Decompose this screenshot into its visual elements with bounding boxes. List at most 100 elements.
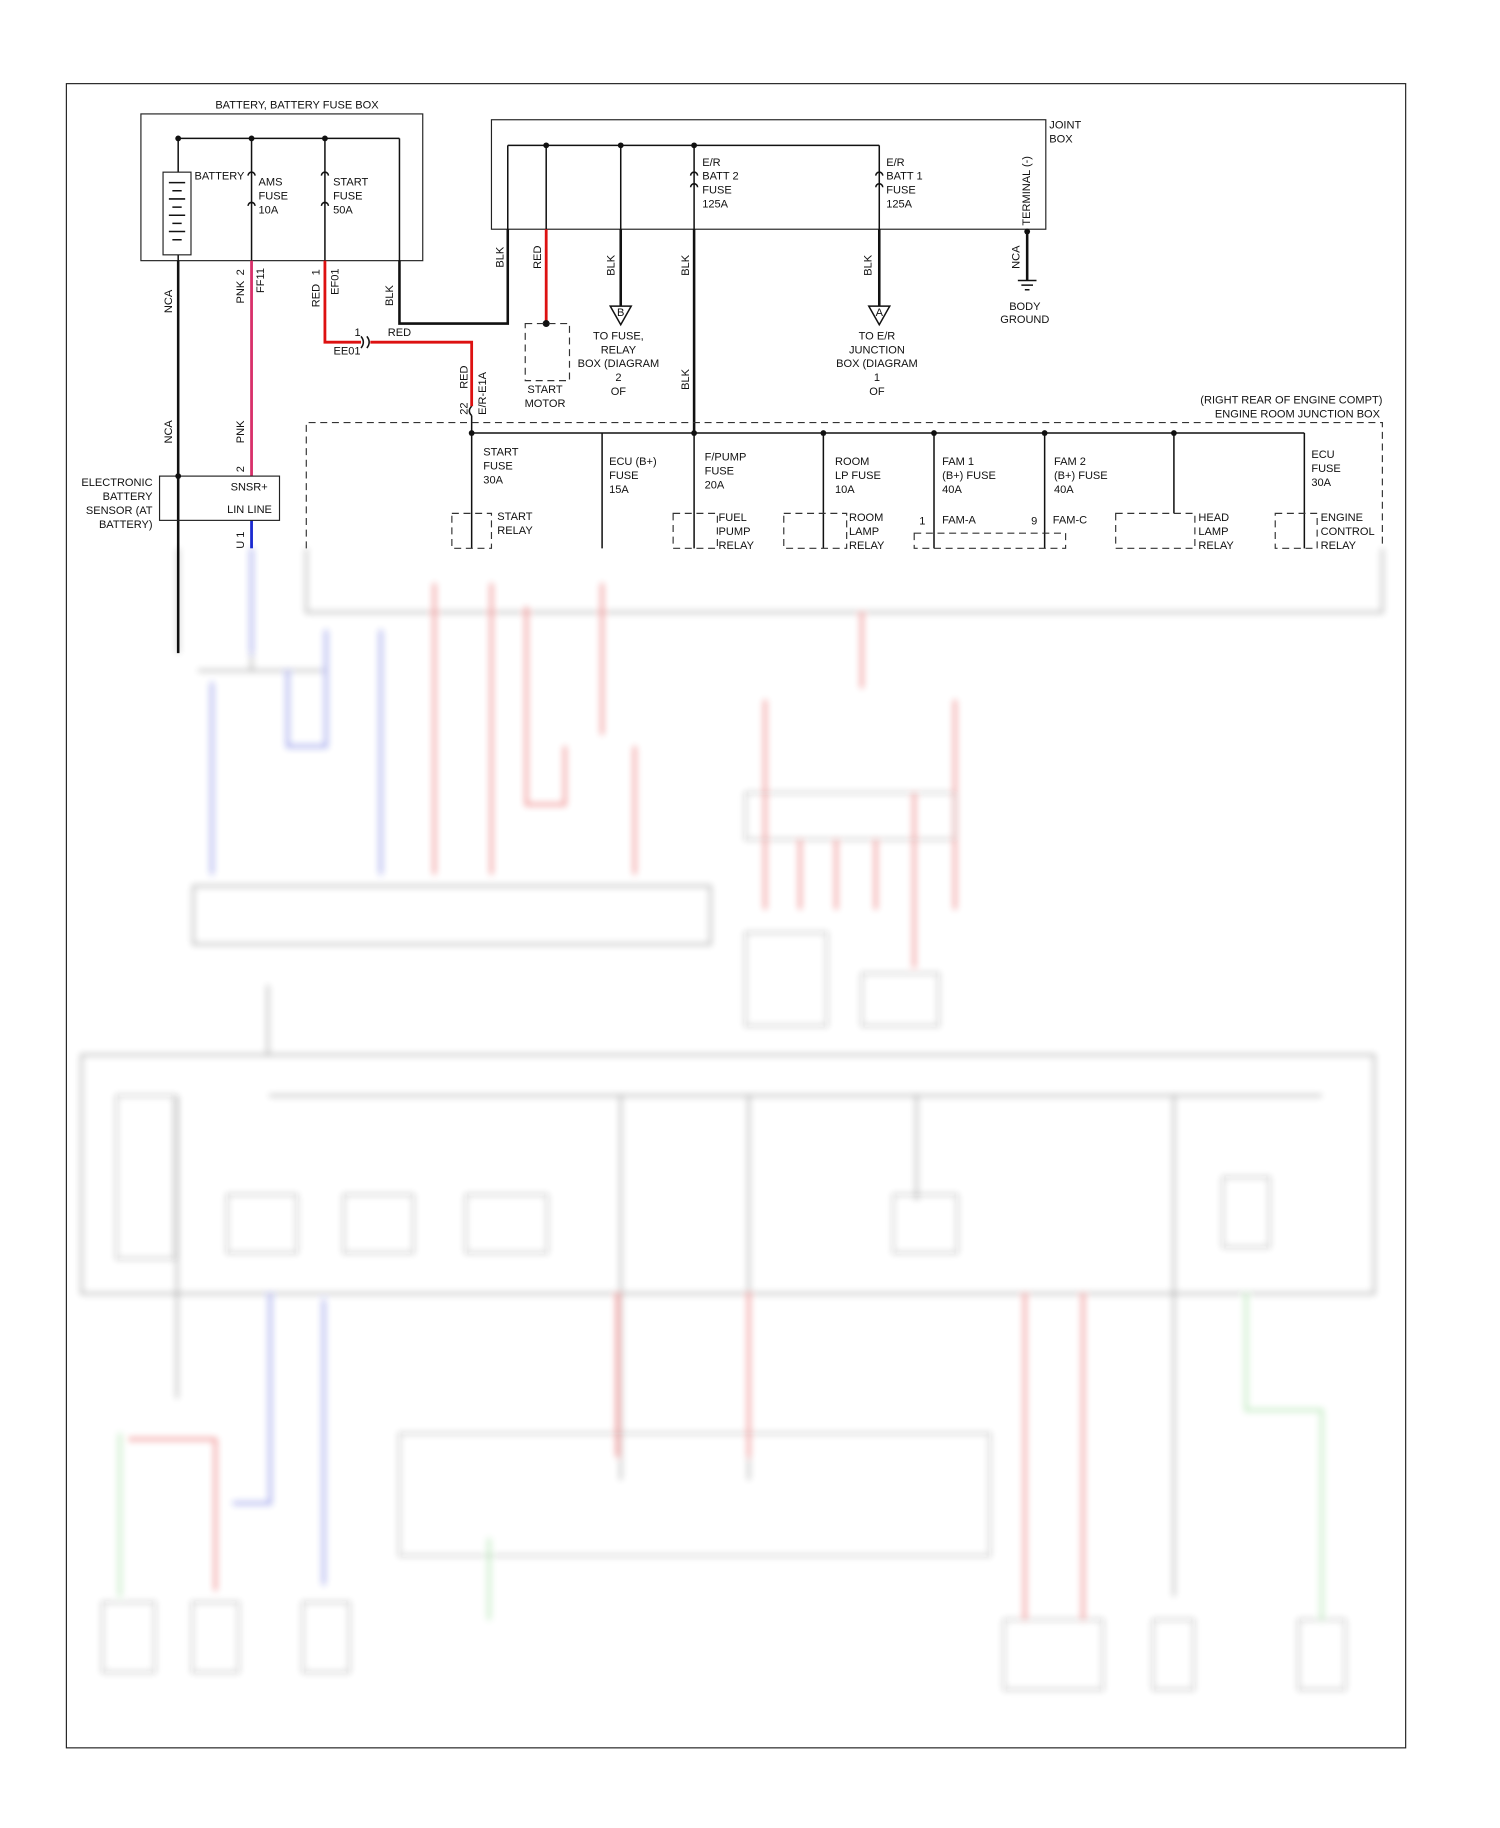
fuse-label: FUSE bbox=[333, 191, 362, 203]
fuse-label: BATT 1 bbox=[886, 171, 922, 183]
wire-label: RED bbox=[532, 245, 544, 268]
component-label: BATTERY bbox=[194, 171, 245, 183]
fuse-label: FAM 1 bbox=[942, 456, 974, 468]
relay-label: ROOM bbox=[849, 512, 883, 524]
relay-label: RELAY bbox=[1321, 540, 1357, 552]
component-label: ELECTRONIC bbox=[81, 477, 152, 489]
fuse-label: BATT 2 bbox=[702, 171, 738, 183]
component-label: SENSOR (AT bbox=[86, 505, 153, 517]
wire-label: RED bbox=[388, 327, 411, 339]
wire-label: NCA bbox=[163, 289, 175, 313]
fuse-label: 10A bbox=[259, 205, 279, 217]
fuse-label: 20A bbox=[705, 479, 725, 491]
wire-label: BLK bbox=[680, 254, 692, 276]
wire-label: RED bbox=[459, 365, 471, 388]
fuse-label: FUSE bbox=[609, 470, 638, 482]
component-label: START bbox=[527, 384, 562, 396]
wire-label: RED bbox=[311, 284, 323, 307]
terminal-label: TERMINAL (-) bbox=[1021, 156, 1033, 226]
fuse-label: 125A bbox=[886, 199, 912, 211]
wire-label: BLK bbox=[605, 254, 617, 276]
fuse-label: ECU bbox=[1311, 449, 1334, 461]
pin-label: 1 bbox=[919, 515, 925, 527]
reference-label: RELAY bbox=[601, 344, 637, 356]
box-title: JOINT bbox=[1049, 119, 1081, 131]
fuse-label: FAM 2 bbox=[1054, 456, 1086, 468]
relay-label: RELAY bbox=[719, 540, 755, 552]
fuse-label: LP FUSE bbox=[835, 470, 881, 482]
fuse-label: E/R bbox=[702, 157, 720, 169]
wire-label: 2 bbox=[235, 466, 247, 472]
battery-fuse-box bbox=[140, 113, 424, 262]
fuse-label: FUSE bbox=[705, 465, 734, 477]
wire-label: EF01 bbox=[329, 268, 341, 294]
relay-label: PUMP bbox=[719, 526, 751, 538]
joint-box bbox=[490, 119, 1047, 235]
fuse-label: 40A bbox=[942, 484, 962, 496]
relay-label: HEAD bbox=[1198, 512, 1229, 524]
fuse-label: 30A bbox=[483, 475, 503, 487]
pin-label: FAM-C bbox=[1053, 514, 1087, 526]
fuse-label: 50A bbox=[333, 205, 353, 217]
ground-label: GROUND bbox=[1000, 314, 1049, 326]
frame bbox=[65, 83, 1407, 1749]
fuse-label: E/R bbox=[886, 157, 904, 169]
wire-label: NCA bbox=[1011, 245, 1023, 269]
reference-label: OF bbox=[869, 386, 885, 398]
relay-label: RELAY bbox=[849, 540, 885, 552]
fuse-label: 125A bbox=[702, 199, 728, 211]
wires bbox=[176, 229, 1037, 654]
fuse-label: 10A bbox=[835, 484, 855, 496]
reference-label: 2 bbox=[615, 372, 621, 384]
pin-label: LIN LINE bbox=[227, 504, 272, 516]
fuse-label: FUSE bbox=[702, 185, 731, 197]
pin-label: FAM-A bbox=[942, 514, 976, 526]
relay-label: RELAY bbox=[1198, 540, 1234, 552]
fuse-label: (B+) FUSE bbox=[942, 470, 996, 482]
reference-label: JUNCTION bbox=[849, 344, 905, 356]
component-label: BATTERY) bbox=[99, 519, 153, 531]
relay-label: ENGINE bbox=[1321, 512, 1363, 524]
wire-label: BLK bbox=[495, 246, 507, 268]
fuse-label: 15A bbox=[609, 484, 629, 496]
fuse-label: FUSE bbox=[1311, 463, 1340, 475]
fuse-label: ROOM bbox=[835, 456, 869, 468]
wire-label: EE01 bbox=[334, 345, 361, 357]
wire-label: FF11 bbox=[255, 268, 267, 293]
wire-label: BLK bbox=[384, 285, 396, 307]
box-title: BATTERY, BATTERY FUSE BOX bbox=[215, 100, 379, 112]
relay-label: START bbox=[497, 511, 532, 523]
reference-label: TO E/R bbox=[859, 330, 896, 342]
ground-label: BODY bbox=[1009, 301, 1041, 313]
wire-label: NCA bbox=[163, 420, 175, 444]
wire-label: 22 bbox=[459, 402, 471, 414]
battery-sensor bbox=[158, 475, 281, 521]
fuse-label: AMS bbox=[259, 177, 283, 189]
fuse-label: 40A bbox=[1054, 484, 1074, 496]
reference-label: BOX (DIAGRAM bbox=[578, 358, 660, 370]
component-label: MOTOR bbox=[525, 398, 566, 410]
fuse-label: F/PUMP bbox=[705, 451, 747, 463]
reference-label: TO FUSE, bbox=[593, 330, 644, 342]
wire-label: E/R-E1A bbox=[477, 371, 489, 415]
wire-label: 2 bbox=[235, 269, 247, 275]
engine-room-junction-box bbox=[305, 421, 1383, 549]
fuse-label: 30A bbox=[1311, 477, 1331, 489]
fuse-label: (B+) FUSE bbox=[1054, 470, 1108, 482]
box-title: BOX bbox=[1049, 133, 1073, 145]
relay-label: CONTROL bbox=[1321, 526, 1375, 538]
splice bbox=[175, 473, 182, 480]
wire-label: U 1 bbox=[235, 532, 247, 549]
fuse-label: FUSE bbox=[259, 191, 288, 203]
fuse-label: FUSE bbox=[483, 461, 512, 473]
wire-label: BLK bbox=[863, 254, 875, 276]
fuse-label: START bbox=[333, 177, 368, 189]
blurred-region bbox=[80, 548, 1384, 1691]
wire-label: 1 bbox=[354, 327, 360, 339]
relay-label: LAMP bbox=[849, 526, 879, 538]
reference-label: 1 bbox=[874, 372, 880, 384]
relay-label: FUEL bbox=[719, 512, 747, 524]
box-location: (RIGHT REAR OF ENGINE COMPT) bbox=[1200, 394, 1382, 406]
